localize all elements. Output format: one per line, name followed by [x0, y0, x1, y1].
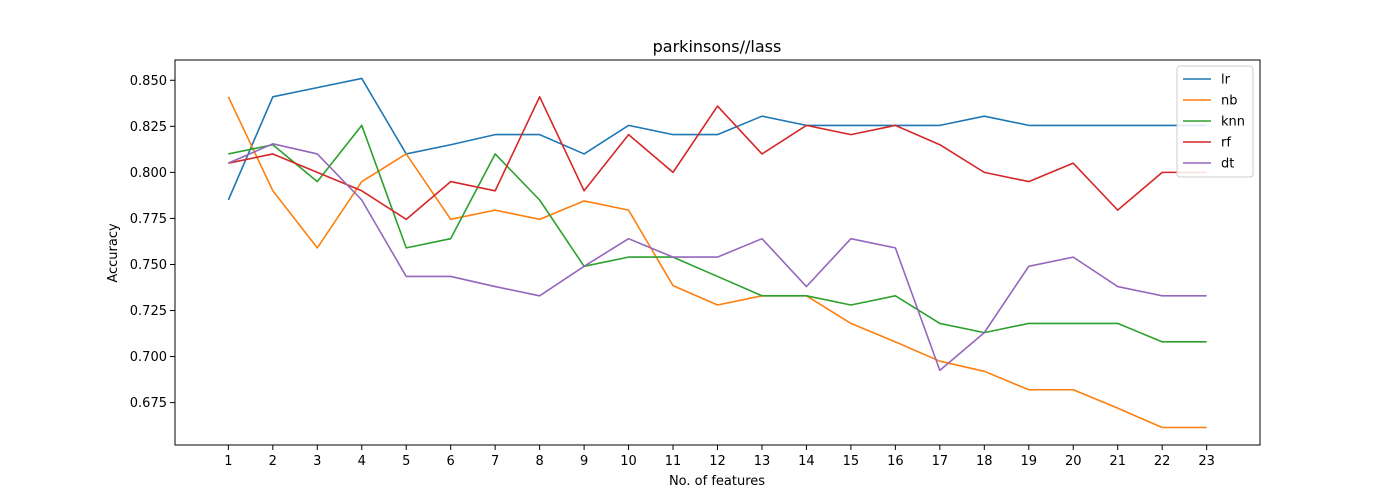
series-layer [227, 77, 1207, 429]
legend-label-knn: knn [1221, 115, 1245, 130]
x-tick-label: 2 [269, 454, 277, 469]
x-tick-label: 8 [535, 454, 543, 469]
y-tick-label: 0.700 [130, 350, 167, 365]
y-tick-label: 0.800 [130, 166, 167, 181]
legend: lr nb knn rf dt [1176, 65, 1254, 178]
y-tick-label: 0.825 [130, 120, 167, 135]
x-tick-label: 1 [224, 454, 232, 469]
x-tick-label: 16 [887, 454, 904, 469]
legend-label-nb: nb [1221, 94, 1238, 109]
x-tick-label: 13 [754, 454, 771, 469]
series-line-knn [228, 124, 1207, 343]
x-tick-label: 18 [976, 454, 993, 469]
y-tick-label: 0.850 [130, 74, 167, 89]
series-line-dt [228, 143, 1207, 372]
x-tick-label: 3 [313, 454, 321, 469]
y-tick-label: 0.725 [130, 304, 167, 319]
series-line-lr [227, 77, 1207, 201]
y-tick-label: 0.750 [130, 258, 167, 273]
x-tick-label: 7 [491, 454, 499, 469]
x-tick-label: 19 [1020, 454, 1037, 469]
chart-title: parkinsons//lass [653, 37, 782, 56]
x-tick-label: 10 [620, 454, 637, 469]
y-tick-label: 0.775 [130, 212, 167, 227]
x-tick-label: 5 [402, 454, 410, 469]
x-tick-label: 6 [447, 454, 455, 469]
x-tick-label: 9 [580, 454, 588, 469]
x-tick-label: 4 [358, 454, 366, 469]
x-tick-label: 15 [843, 454, 860, 469]
y-axis-ticks: 0.675 0.700 0.725 0.750 0.775 0.800 0.825 0.850 [130, 74, 175, 411]
legend-label-lr: lr [1221, 73, 1231, 88]
x-tick-label: 11 [665, 454, 682, 469]
y-tick-label: 0.675 [130, 396, 167, 411]
legend-label-dt: dt [1221, 157, 1234, 172]
plot-frame [174, 59, 1261, 446]
x-tick-label: 21 [1109, 454, 1126, 469]
series-line-rf [228, 96, 1207, 221]
series-line-nb [227, 96, 1207, 429]
x-tick-label: 23 [1198, 454, 1215, 469]
x-tick-label: 17 [932, 454, 949, 469]
x-tick-label: 12 [709, 454, 726, 469]
y-axis-label: Accuracy [106, 223, 121, 283]
x-tick-label: 22 [1154, 454, 1171, 469]
legend-label-rf: rf [1221, 136, 1231, 151]
legend-box [1176, 65, 1254, 178]
x-tick-label: 20 [1065, 454, 1082, 469]
x-axis-ticks: 1 2 3 4 5 6 7 8 9 10 11 12 13 14 15 16 17 18 19 20 21 22 23 [224, 445, 1215, 469]
x-axis-label: No. of features [669, 474, 765, 489]
x-tick-label: 14 [798, 454, 815, 469]
